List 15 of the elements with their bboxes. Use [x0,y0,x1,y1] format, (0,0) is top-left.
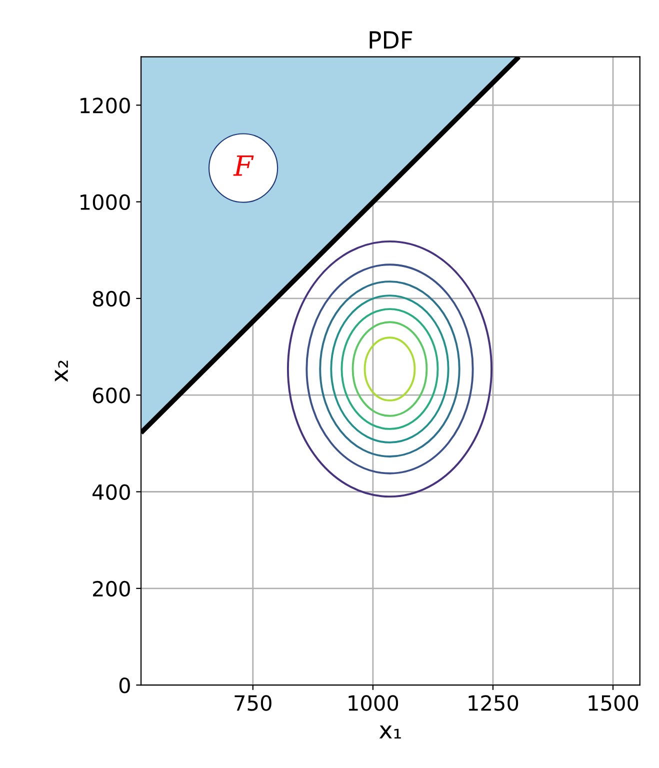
y-tick-label: 0 [119,678,130,694]
x-axis-title: x₁ [379,726,401,739]
y-tick-label: 600 [92,388,130,404]
x-tick-label: 1250 [468,695,518,711]
y-tick-label: 400 [92,484,130,500]
y-tick-label: 1200 [80,98,130,114]
y-tick-label: 800 [92,290,130,307]
x-tick-label: 1000 [348,695,398,711]
annotation: F [233,155,254,176]
y-tick-label: 200 [93,580,130,597]
y-tick-label: 1000 [80,194,130,210]
x-tick-label: 1500 [588,695,638,711]
y-axis-title: x₂ [54,360,68,382]
x-tick-label: 750 [234,695,272,711]
chart-title: PDF [370,31,412,48]
